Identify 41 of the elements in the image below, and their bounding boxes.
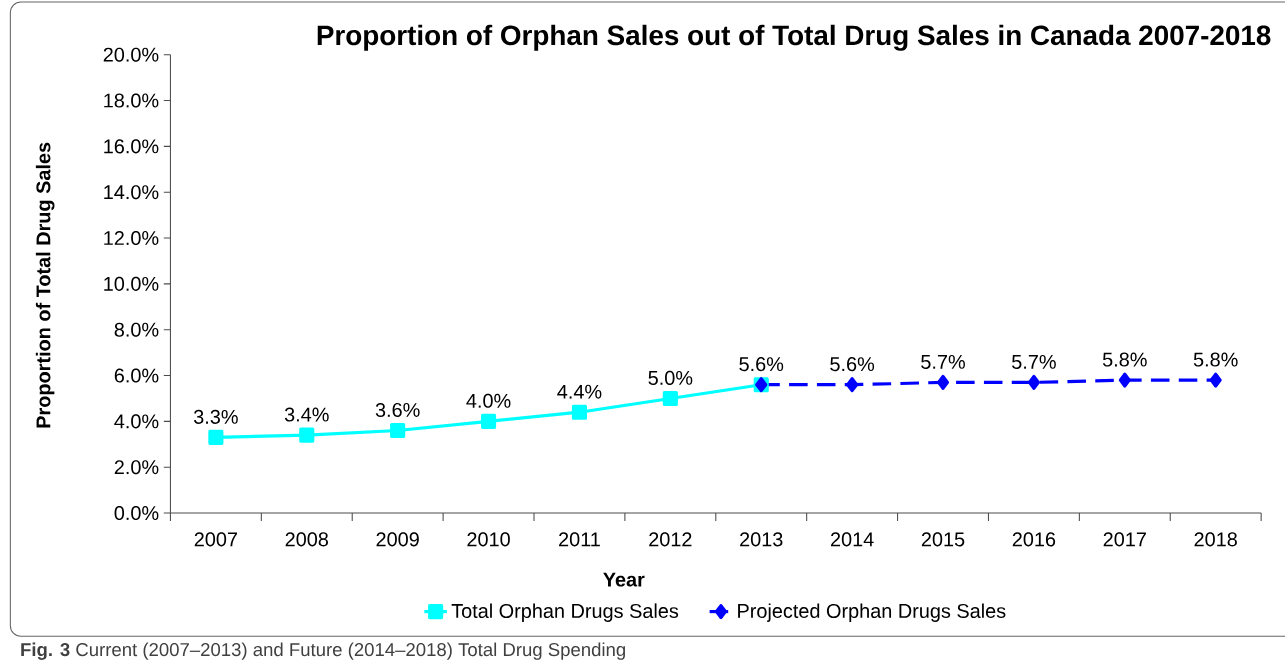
legend-label: Total Orphan Drugs Sales [451,603,679,622]
x-tick-label: 2015 [921,532,965,547]
x-tick-label: 2009 [376,532,419,547]
y-tick-label: 16.0% [104,139,159,154]
y-tick-label: 0.0% [114,505,159,521]
data-label: 5.8% [1193,352,1238,367]
x-tick-label: 2010 [467,532,510,547]
x-tick-label: 2007 [194,532,237,547]
x-tick-label: 2016 [1012,532,1056,547]
data-label: 3.4% [284,407,329,422]
x-axis-title: Year [603,572,645,587]
text: Fig. 3 Current (2007–2013) and Future (2014–2018) Total Drug Spending [21,642,625,660]
x-tick-label: 2011 [559,532,600,547]
y-tick-label: 2.0% [114,460,159,475]
data-label: 3.6% [375,402,420,417]
data-label: 5.6% [830,357,875,372]
x-tick-label: 2014 [831,532,874,547]
data-label: 3.3% [193,409,238,424]
x-tick-label: 2012 [649,532,692,547]
y-tick-label: 12.0% [104,230,159,245]
data-label: 5.7% [1012,354,1056,369]
chart-title: Proportion of Orphan Sales out of Total Drug Sales in Canada 2007-2018 [317,24,1271,51]
y-tick-label: 6.0% [114,368,159,383]
data-label: 5.6% [739,357,784,372]
data-label: 5.7% [921,354,965,369]
x-tick-label: 2018 [1194,532,1237,547]
y-tick-label: 8.0% [114,322,159,337]
data-label: 5.0% [648,370,693,385]
y-axis-title: Proportion of Total Drug Sales [35,142,55,428]
y-tick-label: 10.0% [104,276,159,291]
y-tick-label: 14.0% [104,185,159,200]
data-label: 4.4% [557,384,602,399]
data-label: 5.8% [1102,352,1147,367]
y-tick-label: 20.0% [103,47,159,62]
x-tick-label: 2017 [1103,532,1146,547]
data-label: 4.0% [466,393,511,408]
legend-label: Projected Orphan Drugs Sales [738,603,1006,622]
y-tick-label: 18.0% [104,93,159,108]
x-tick-label: 2013 [740,532,783,547]
x-tick-label: 2008 [285,532,329,547]
y-tick-label: 4.0% [114,414,159,429]
